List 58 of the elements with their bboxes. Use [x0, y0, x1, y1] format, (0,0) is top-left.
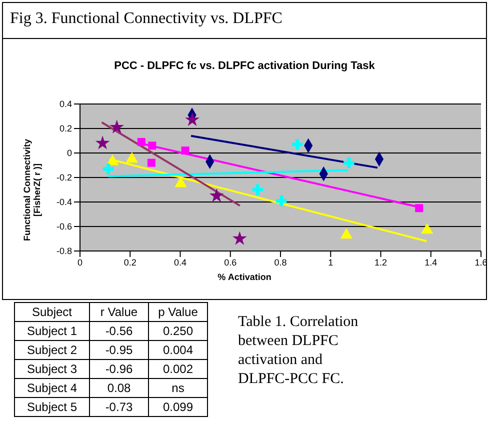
point: [252, 184, 264, 196]
point: [106, 154, 119, 166]
point: [95, 136, 110, 150]
text: r Value: [90, 302, 148, 322]
text: Subject 2: [14, 340, 90, 360]
x-tick-label: 1.4: [424, 257, 438, 268]
x-tick-label: 0: [77, 257, 83, 268]
point: [102, 164, 114, 174]
point: [185, 112, 200, 126]
point: [276, 195, 287, 206]
x-tick-label: 1: [328, 257, 334, 268]
point: [137, 138, 146, 146]
point: [340, 228, 352, 239]
caption: Table 1. Correlation between DLPFC activation and DLPFC-PCC FC.: [238, 313, 360, 389]
text: 0.004: [148, 340, 208, 360]
text: ns: [148, 378, 208, 398]
text: Subject 4: [14, 378, 90, 398]
x-tick-label: 0.8: [274, 257, 287, 268]
point: [415, 204, 424, 212]
point: [209, 188, 224, 202]
point: [232, 231, 247, 245]
point: [421, 223, 434, 234]
point: [110, 120, 124, 134]
point: [344, 157, 354, 168]
text: -0.96: [90, 360, 148, 378]
y-tick-label: -0.2: [56, 172, 72, 183]
y-tick-label: 0.4: [59, 99, 72, 110]
x-tick-label: 0.4: [174, 257, 187, 268]
x-tick-label: 0.6: [224, 257, 237, 268]
text: Subject 5: [14, 398, 90, 416]
text: 0.250: [148, 322, 208, 340]
x-axis-title: % Activation: [216, 272, 272, 282]
y-tick-label: -0.6: [56, 222, 72, 232]
point: [292, 139, 303, 150]
point: [181, 146, 190, 155]
text: -0.56: [90, 322, 148, 340]
point: [174, 176, 187, 188]
y-tick-label: -0.8: [56, 246, 72, 256]
x-tick-label: 1.2: [374, 257, 388, 268]
y-tick-label: -0.4: [56, 197, 72, 208]
text: Subject: [14, 302, 90, 322]
text: 0.002: [148, 360, 208, 378]
text: Subject 1: [14, 322, 90, 340]
point: [147, 158, 156, 167]
x-tick-label: 0.2: [124, 257, 136, 268]
text: -0.73: [90, 398, 148, 416]
text: Subject 3: [14, 360, 90, 378]
text: -0.95: [90, 340, 148, 360]
text: 0.099: [148, 398, 208, 416]
chart-title: Fig 3. Functional Connectivity vs. DLPFC: [10, 10, 282, 28]
chart-subtitle: PCC - DLPFC fc vs. DLPFC activation During Task: [113, 60, 376, 72]
text: 0.08: [90, 378, 148, 398]
y-axis-title: Functional Connectivity [FisherZ( r )]: [22, 138, 42, 244]
point: [126, 152, 138, 163]
y-tick-label: 0.2: [59, 124, 72, 134]
y-tick-label: 0: [66, 148, 72, 158]
point: [148, 142, 156, 150]
text: p Value: [148, 302, 208, 322]
